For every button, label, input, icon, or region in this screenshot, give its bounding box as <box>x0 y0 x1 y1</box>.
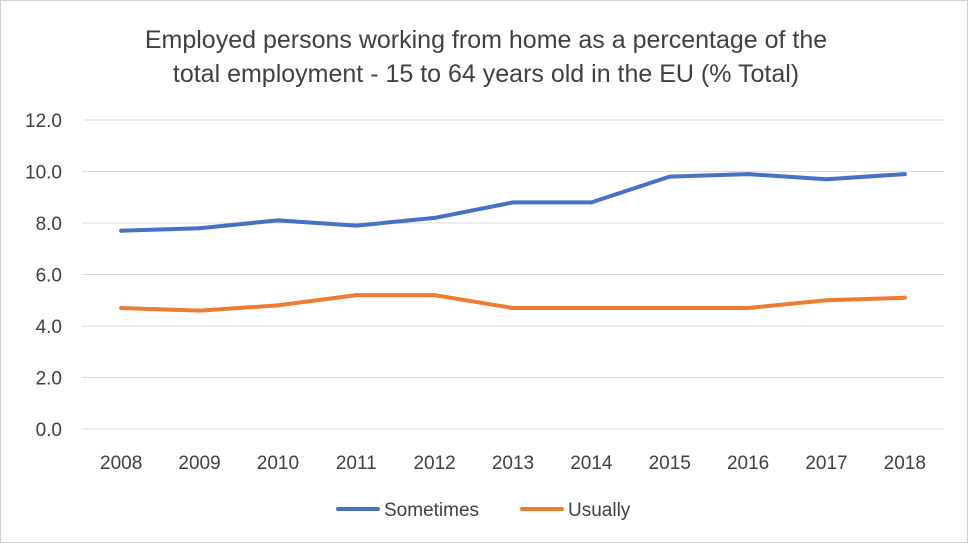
data-point-usually <box>746 305 751 310</box>
data-point-sometimes <box>119 228 124 233</box>
data-point-usually <box>432 293 437 298</box>
chart-title-line-1: Employed persons working from home as a … <box>145 26 827 54</box>
data-point-sometimes <box>746 172 751 177</box>
data-point-usually <box>511 305 515 310</box>
data-point-sometimes <box>432 215 437 220</box>
data-point-usually <box>824 298 829 303</box>
y-tick-label: 4.0 <box>36 317 62 338</box>
data-point-usually <box>197 308 202 313</box>
x-tick-label: 2014 <box>570 453 613 474</box>
x-tick-label: 2016 <box>727 453 769 474</box>
x-tick-label: 2011 <box>336 453 377 474</box>
x-tick-label: 2012 <box>413 453 455 474</box>
x-tick-label: 2018 <box>884 453 926 474</box>
data-point-sometimes <box>902 172 907 177</box>
data-point-usually <box>275 303 280 308</box>
x-tick-label: 2015 <box>649 453 691 474</box>
data-point-sometimes <box>275 218 280 223</box>
x-tick-label: 2017 <box>805 453 847 474</box>
y-tick-label: 0.0 <box>36 420 62 441</box>
data-point-usually <box>589 305 594 310</box>
data-point-sometimes <box>824 177 829 182</box>
chart-title-line-2: total employment - 15 to 64 years old in… <box>173 60 799 88</box>
data-point-usually <box>667 305 672 310</box>
y-tick-label: 2.0 <box>36 369 62 390</box>
data-point-sometimes <box>354 223 359 228</box>
data-point-sometimes <box>589 200 594 205</box>
x-tick-label: 2008 <box>100 453 142 474</box>
legend-label-sometimes: Sometimes <box>384 500 479 521</box>
legend-label-usually: Usually <box>568 500 631 521</box>
y-tick-label: 10.0 <box>25 163 62 184</box>
x-tick-label: 2010 <box>257 453 299 474</box>
y-tick-label: 8.0 <box>36 214 62 235</box>
x-tick-label: 2013 <box>492 453 534 474</box>
data-point-usually <box>902 295 907 300</box>
data-point-sometimes <box>667 174 672 179</box>
data-point-sometimes <box>511 200 515 205</box>
y-tick-label: 6.0 <box>36 266 62 287</box>
y-tick-label: 12.0 <box>25 111 62 132</box>
data-point-sometimes <box>197 226 202 231</box>
data-point-usually <box>119 305 124 310</box>
data-point-usually <box>354 293 359 298</box>
x-tick-label: 2009 <box>178 453 220 474</box>
